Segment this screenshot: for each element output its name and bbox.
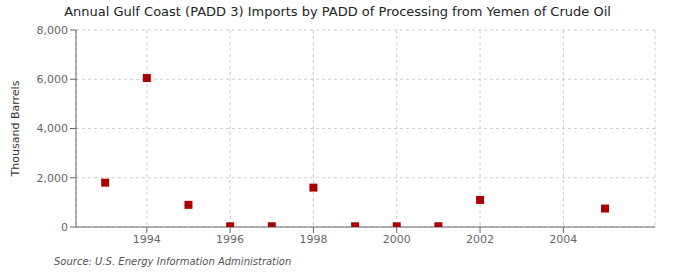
svg-text:8,000: 8,000 bbox=[37, 24, 69, 37]
svg-text:1996: 1996 bbox=[216, 233, 244, 246]
svg-text:2004: 2004 bbox=[549, 233, 577, 246]
svg-text:4,000: 4,000 bbox=[37, 122, 69, 135]
svg-text:1994: 1994 bbox=[133, 233, 161, 246]
svg-text:1998: 1998 bbox=[299, 233, 327, 246]
html-text:Annual Gulf Coast (PADD 3) Imp: Annual Gulf Coast (PADD 3) Imports by PA… bbox=[64, 4, 611, 19]
html-text:Source: U.S. Energy Informatio: Source: U.S. Energy Information Administ… bbox=[54, 256, 292, 267]
svg-text:2000: 2000 bbox=[383, 233, 411, 246]
svg-text:0: 0 bbox=[61, 221, 68, 234]
svg-text:Thousand Barrels: Thousand Barrels bbox=[9, 80, 22, 177]
svg-text:2,000: 2,000 bbox=[37, 172, 69, 185]
svg-text:2002: 2002 bbox=[466, 233, 494, 246]
svg-text:6,000: 6,000 bbox=[37, 73, 69, 86]
